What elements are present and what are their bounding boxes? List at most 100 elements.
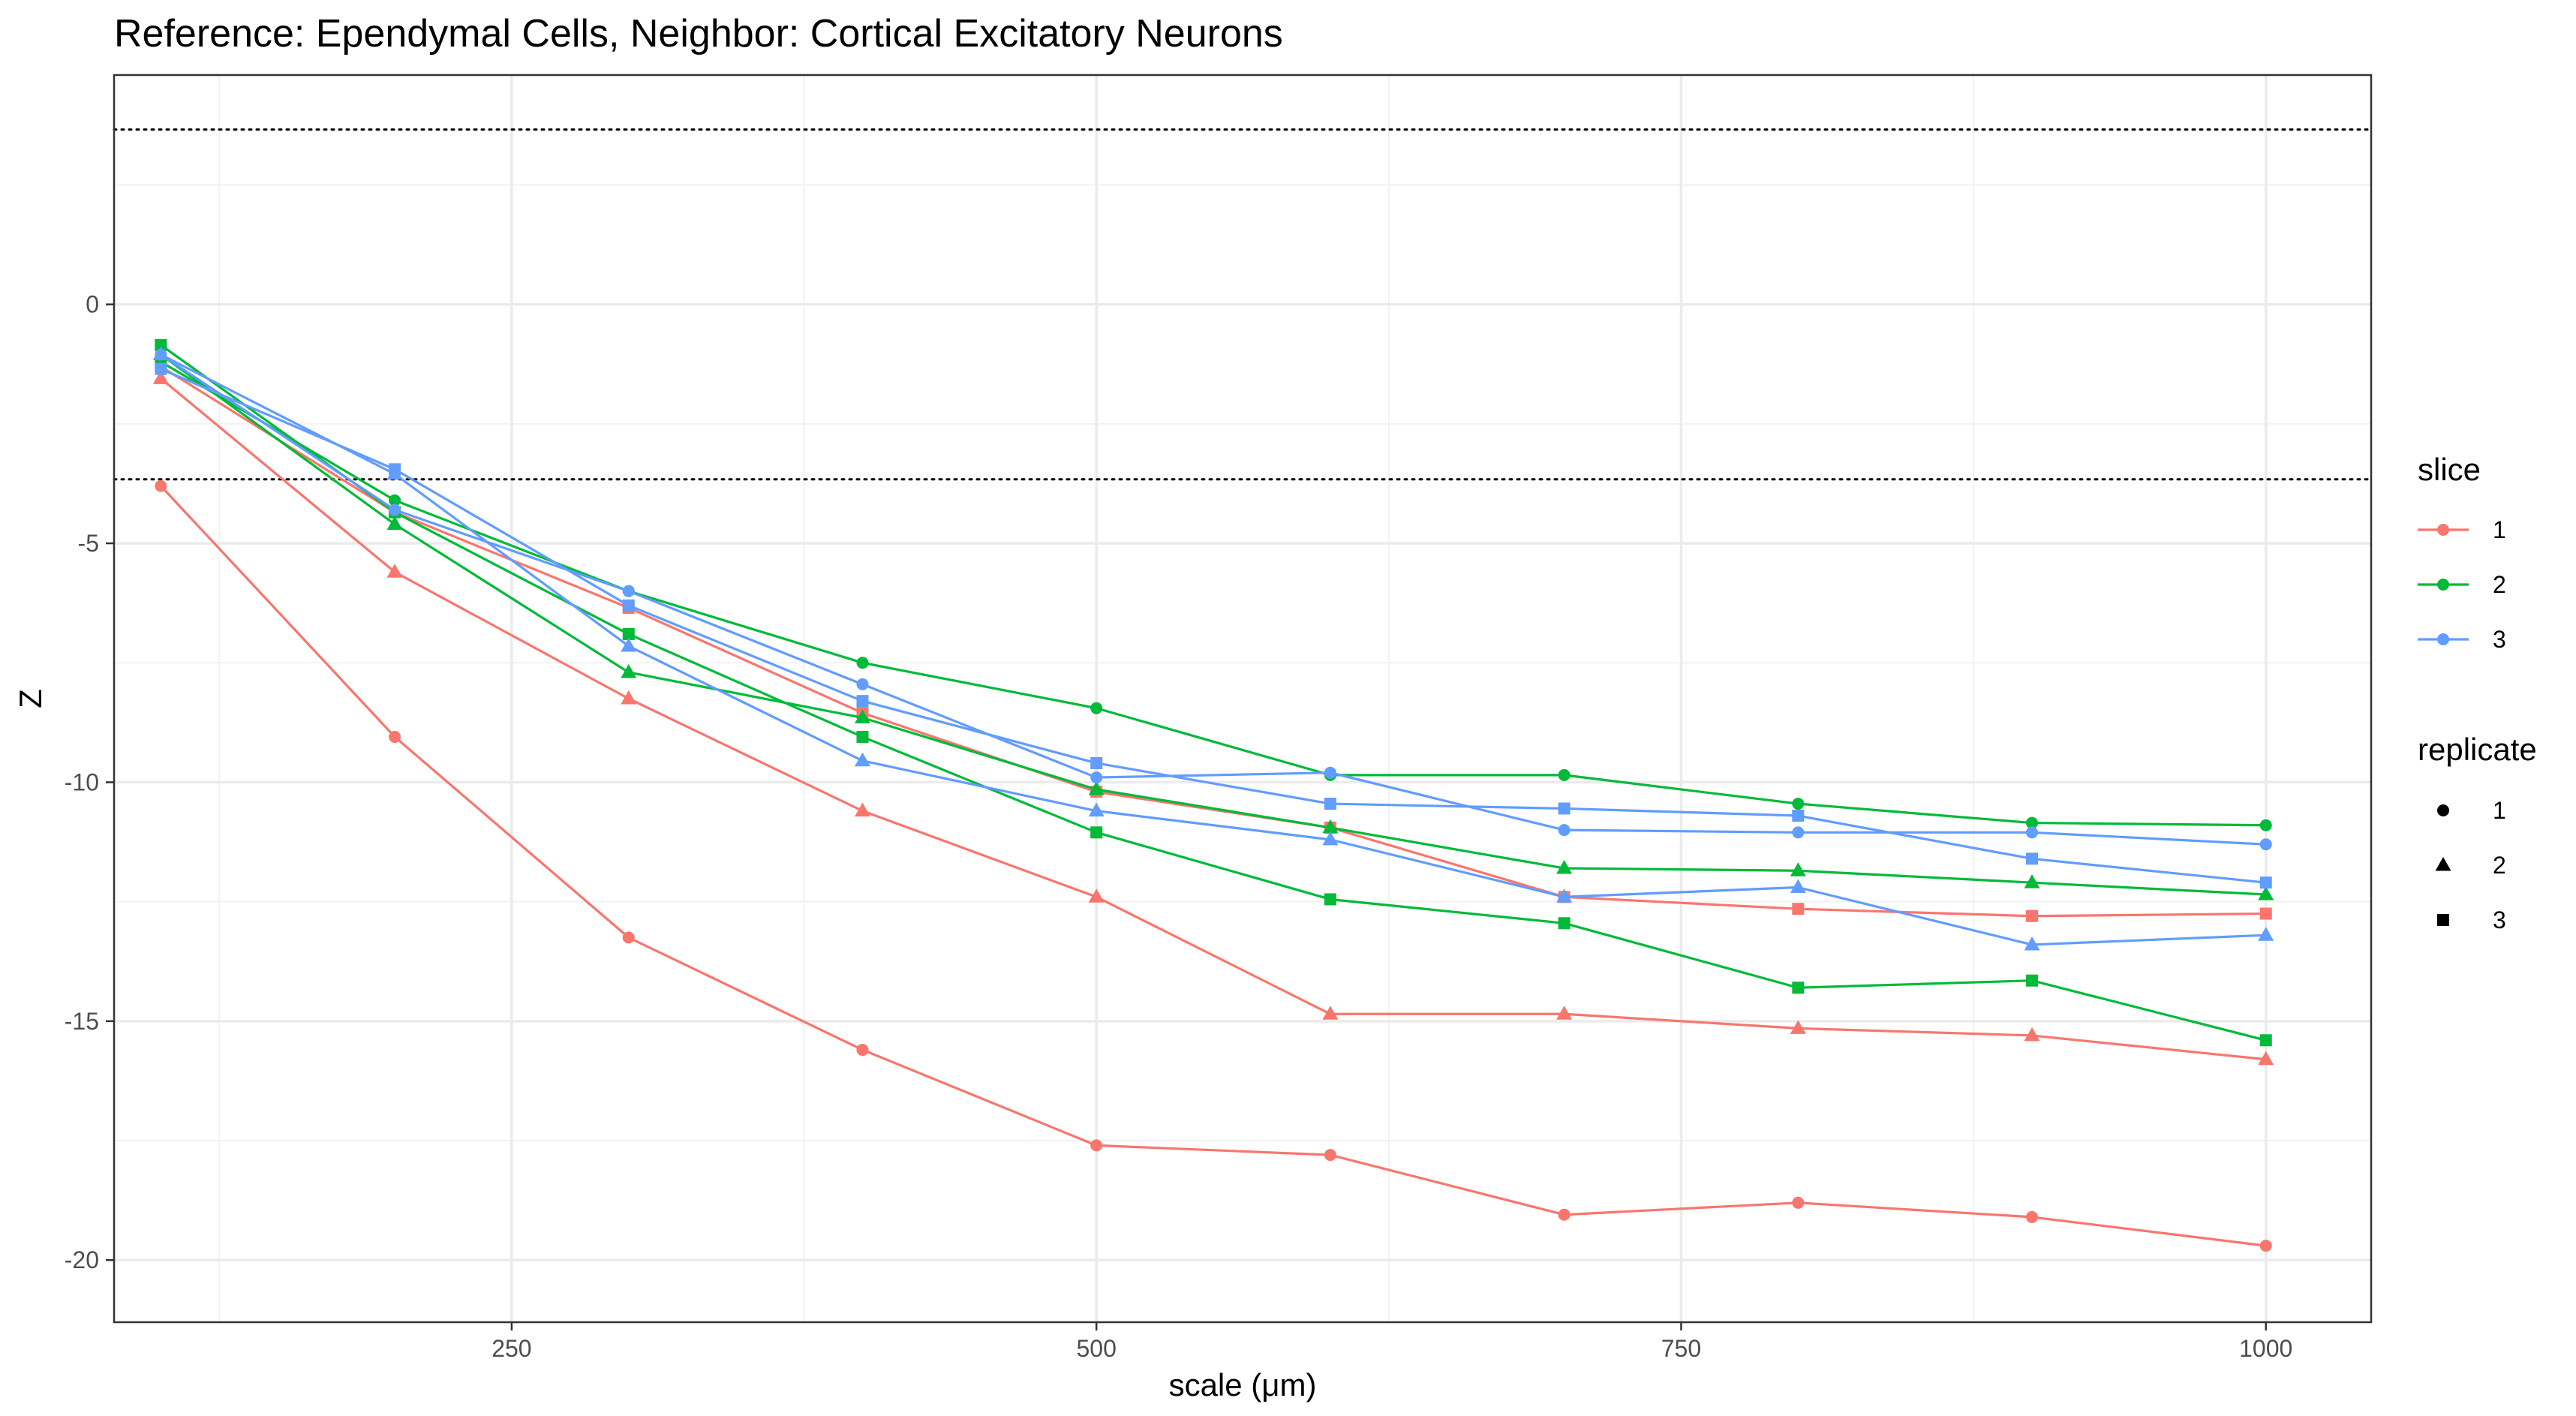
series-line <box>160 344 2267 1042</box>
legend-item-replicate-1: 1 <box>2437 797 2506 824</box>
data-point <box>1088 802 1105 817</box>
data-point <box>1556 860 1573 874</box>
legend-key-point <box>2437 579 2449 591</box>
legend-item-slice-2: 2 <box>2418 571 2506 598</box>
data-point <box>1322 1006 1339 1020</box>
y-tick-label: -15 <box>65 1008 99 1035</box>
data-point <box>1090 1139 1103 1152</box>
data-point <box>152 370 169 384</box>
x-tick-label: 500 <box>1076 1335 1116 1362</box>
legend-label: 3 <box>2493 906 2506 933</box>
series-slice-3-replicate-3 <box>155 362 2272 889</box>
data-point <box>1558 802 1571 815</box>
data-point <box>2258 927 2274 941</box>
data-point <box>621 637 637 652</box>
series-line <box>160 368 2266 884</box>
data-point <box>1790 1020 1806 1034</box>
legend-item-slice-1: 1 <box>2418 516 2506 543</box>
series-slice-1-replicate-2 <box>152 370 2274 1066</box>
data-point <box>2026 816 2039 829</box>
data-point <box>1790 862 1806 876</box>
legend-key-shape <box>2435 857 2451 871</box>
legend-item-slice-3: 3 <box>2418 626 2506 653</box>
x-tick-label: 1000 <box>2239 1335 2292 1362</box>
data-point <box>1792 1196 1805 1209</box>
data-point <box>1556 1006 1573 1020</box>
legend-key-point <box>2437 633 2449 645</box>
data-point <box>2026 909 2039 922</box>
data-point <box>622 931 635 944</box>
legend-item-replicate-3: 3 <box>2437 906 2506 933</box>
series-line <box>160 360 2266 827</box>
data-point <box>1090 771 1103 784</box>
data-point <box>1090 826 1103 839</box>
data-point <box>2024 936 2040 951</box>
data-point <box>1324 766 1336 779</box>
data-point <box>2026 826 2039 839</box>
series-slice-1-replicate-3 <box>155 360 2272 922</box>
data-point <box>389 463 401 476</box>
series-slice-3-replicate-2 <box>152 346 2274 951</box>
data-point <box>155 480 167 492</box>
data-point <box>1792 810 1805 822</box>
data-point <box>1790 879 1806 894</box>
data-point <box>2026 852 2039 865</box>
data-point <box>1090 756 1103 769</box>
series-slice-2-replicate-1 <box>155 356 2272 831</box>
data-point <box>2259 1240 2272 1252</box>
data-point <box>854 709 870 723</box>
data-point <box>389 494 401 507</box>
data-point <box>622 628 635 641</box>
data-point <box>621 690 637 705</box>
chart-title: Reference: Ependymal Cells, Neighbor: Co… <box>114 12 1283 56</box>
data-point <box>856 730 869 743</box>
data-series <box>152 338 2274 1252</box>
data-point <box>2024 874 2040 888</box>
data-point <box>622 599 635 612</box>
data-point <box>155 338 167 351</box>
data-point <box>1322 819 1339 834</box>
data-point <box>1322 831 1339 846</box>
legend-title-replicate: replicate <box>2418 732 2537 767</box>
legend-label: 1 <box>2493 797 2506 824</box>
data-point <box>1558 824 1571 837</box>
data-point <box>152 346 169 361</box>
series-line <box>160 353 2266 896</box>
plot-panel-border <box>113 74 2373 1324</box>
data-point <box>1558 1208 1571 1221</box>
data-point <box>1792 798 1805 810</box>
data-point <box>2259 907 2272 920</box>
reference-lines <box>113 128 2373 481</box>
x-axis-title: scale (μm) <box>1169 1367 1317 1402</box>
plot-grid <box>114 75 2371 1322</box>
data-point <box>389 504 401 516</box>
data-point <box>1324 798 1336 810</box>
series-line <box>160 353 2266 946</box>
data-point <box>1792 982 1805 994</box>
data-point <box>2259 819 2272 831</box>
data-point <box>856 1044 869 1057</box>
data-point <box>1324 1149 1336 1162</box>
data-point <box>1558 917 1571 930</box>
y-tick-label: -20 <box>65 1246 99 1273</box>
x-tick-label: 250 <box>491 1335 531 1362</box>
data-point <box>1556 888 1573 903</box>
y-axis-ticks: 0 -5 -10 -15 -20 <box>65 291 114 1273</box>
data-point <box>389 730 401 743</box>
data-point <box>621 663 637 678</box>
data-point <box>1792 826 1805 839</box>
y-tick-label: -5 <box>78 530 99 557</box>
data-point <box>155 362 167 375</box>
x-axis-ticks: 250 500 750 1000 <box>491 1322 2292 1362</box>
y-tick-label: 0 <box>86 291 99 318</box>
data-point <box>1558 768 1571 781</box>
series-slice-2-replicate-3 <box>155 338 2272 1047</box>
legend-label: 2 <box>2493 571 2506 598</box>
series-line <box>160 353 2266 846</box>
data-point <box>1324 893 1336 906</box>
legend-item-replicate-2: 2 <box>2435 852 2506 879</box>
data-point <box>1088 780 1105 795</box>
legend-key-shape <box>2437 914 2449 926</box>
legend-title-slice: slice <box>2418 452 2481 487</box>
